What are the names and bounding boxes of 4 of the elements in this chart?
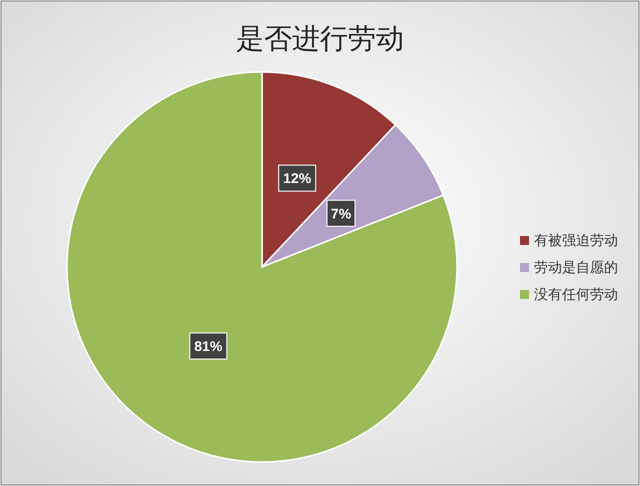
data-label: 81% (194, 338, 223, 354)
chart-title: 是否进行劳动 (236, 23, 404, 54)
data-label: 12% (283, 170, 312, 186)
data-label: 7% (330, 205, 352, 222)
